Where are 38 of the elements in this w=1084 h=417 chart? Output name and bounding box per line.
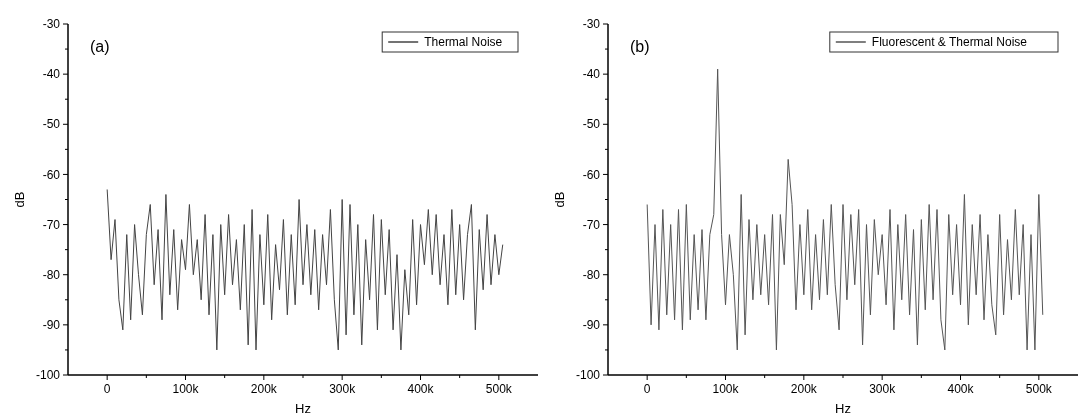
y-tick-label: -60: [582, 167, 601, 182]
y-tick-label: -70: [582, 217, 601, 232]
legend-label: Thermal Noise: [424, 35, 503, 50]
y-tick-label: -80: [42, 267, 61, 282]
y-tick-label: -80: [582, 267, 601, 282]
y-tick-label: -40: [582, 67, 601, 82]
y-axis-title: dB: [12, 191, 27, 208]
y-tick-label: -40: [42, 67, 61, 82]
y-tick-label: -30: [42, 17, 61, 32]
x-tick-label: 100k: [712, 382, 740, 396]
x-tick-label: 200k: [250, 382, 278, 396]
x-tick-label: 200k: [790, 382, 818, 396]
x-axis-title: Hz: [295, 401, 311, 416]
y-tick-label: -30: [582, 17, 601, 32]
y-tick-label: -70: [42, 217, 61, 232]
y-tick-label: -50: [582, 117, 601, 132]
y-tick-label: -90: [42, 318, 61, 333]
y-tick-label: -90: [582, 318, 601, 333]
x-tick-label: 100k: [172, 382, 200, 396]
text: (b): [630, 38, 650, 55]
y-tick-label: -60: [42, 167, 61, 182]
y-tick-label: -50: [42, 117, 61, 132]
line-series: [646, 68, 1044, 351]
x-tick-label: 500k: [1025, 382, 1053, 396]
y-tick-label: -100: [575, 368, 601, 383]
x-tick-label: 400k: [407, 382, 435, 396]
x-tick-label: 500k: [485, 382, 513, 396]
x-tick-label: 0: [643, 382, 651, 396]
legend-label: Fluorescent & Thermal Noise: [871, 35, 1028, 50]
line-series: [106, 188, 504, 351]
x-axis-title: Hz: [835, 401, 851, 416]
y-axis-title: dB: [552, 191, 567, 208]
text: (a): [90, 38, 110, 55]
x-tick-label: 300k: [869, 382, 897, 396]
x-tick-label: 300k: [329, 382, 357, 396]
x-tick-label: 0: [103, 382, 111, 396]
x-tick-label: 400k: [947, 382, 975, 396]
y-tick-label: -100: [35, 368, 61, 383]
